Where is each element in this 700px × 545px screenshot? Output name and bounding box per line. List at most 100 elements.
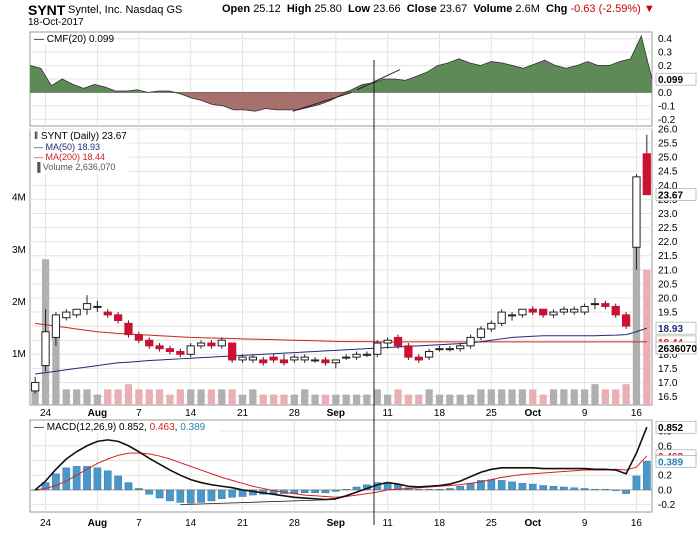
price-tick-0: 26.0 [658,125,678,136]
price-value-tag: 23.67 [658,191,683,202]
volume-label: Volume [473,3,513,15]
candle-body-27 [310,359,320,362]
volume-value-tag: 2636070 [658,344,697,355]
price-tick-18: 17.0 [658,378,678,389]
price-xlabel-12: 16 [631,408,643,419]
macd-tick-4: 0.0 [658,485,672,496]
macd-hist-bar-3 [62,467,71,491]
volume-tick-1: 3M [12,245,26,256]
low-label: Low [348,3,371,15]
macd-legend-sep: , [175,422,181,433]
macd-hist-bar-50 [549,486,558,491]
macd-frame [29,419,653,513]
price-xlabel-9: 25 [486,408,498,419]
macd-panel: 0.80.60.40.20.0-0.2— MACD(12,26,9) 0.852… [29,419,697,529]
volume-tick-0: 4M [12,193,26,204]
cmf-tick-2: 0.2 [658,61,672,72]
cmf-trendline-2 [356,69,401,91]
cmf-legend: — CMF(20) 0.099 [34,34,114,45]
volume-bar-46 [508,389,516,405]
volume-bar-24 [280,394,288,405]
cmf-value-tag-box [655,72,697,86]
volume-bar-8 [114,389,122,405]
volume-bar-39 [435,394,444,405]
volume-tick-3: 1M [12,349,26,360]
candle-body-26 [300,356,309,361]
volume-bar-13 [166,394,174,405]
ma50-value-tag-box [655,321,697,335]
candle-body-34 [383,339,392,344]
price-value-tag-box [655,188,697,201]
candle-body-55 [601,303,610,307]
price-xlabel-7: 11 [382,408,393,419]
macd-tick-1: 0.6 [658,441,672,452]
candle-body-46 [507,314,517,317]
macd-hist-bar-17 [207,489,216,502]
macd-hist-bar-48 [528,483,537,491]
macd-hist-bar-41 [456,486,465,491]
volume-bar-54 [591,384,599,405]
macd-xlabel-7: 11 [382,518,393,529]
price-xlabel-5: 28 [289,408,301,419]
candle-body-37 [414,356,423,361]
macd-xlabel-9: 25 [486,518,498,529]
macd-tick-5: -0.2 [658,500,676,511]
volume-bar-7 [104,389,112,405]
macd-hist-bar-2 [52,473,60,491]
volume-bar-18 [218,389,226,405]
candle-body-59 [642,153,651,196]
volume-bar-14 [176,389,184,405]
candle-body-0 [31,381,40,392]
cmf-positive-area [30,36,652,93]
volume-bar-11 [145,389,153,405]
candle-body-1 [41,331,50,367]
volume-bar-58 [632,181,641,405]
macd-legend-bg [31,421,221,433]
price-xlabel-3: 14 [185,408,197,419]
macd-xlabel-12: 16 [631,518,643,529]
cmf-line [29,34,653,112]
price-xlabel-6: Sep [327,408,345,419]
macd-xlabel-10: Oct [524,518,541,529]
candle-body-43 [476,328,486,338]
cmf-tick-5: -0.1 [658,101,676,112]
candle-body-2 [51,314,61,338]
price-xlabel-8: 18 [434,408,446,419]
macd-hist-bar-26 [300,489,309,494]
ma200-legend: — MA(200) 18.44 [34,152,105,162]
macd-hist-bar-57 [622,489,630,494]
macd-hist-bar-28 [321,489,330,494]
cmf-trendline-1 [292,91,352,112]
price-panel: 26.025.525.024.524.023.523.022.522.021.5… [12,125,697,420]
volume-bar-41 [456,394,464,405]
macd-hist-bar-51 [560,486,568,491]
price-tick-2: 25.0 [658,153,678,164]
volume-value: 2.6M [515,3,540,15]
macd-hist-bar-44 [487,479,496,491]
macd-hist-bar-9 [124,482,133,491]
cmf-legend-bg [31,33,107,45]
macd-trendline [180,499,336,506]
macd-hist-bar-42 [466,483,475,491]
candle-body-38 [424,350,434,358]
candle-body-22 [259,359,268,364]
macd-legend: — MACD(12,26,9) 0.852, 0.463, 0.389 [34,422,206,433]
candle-body-48 [528,308,537,313]
macd-tick-3: 0.2 [658,471,672,482]
volume-bar-3 [62,389,70,405]
volume-bar-42 [466,394,475,405]
candle-body-41 [456,345,465,350]
macd-hist-bar-7 [103,470,112,491]
volume-bar-52 [570,389,578,405]
price-xlabel-0: 24 [40,408,52,419]
price-tick-4: 24.0 [658,181,678,192]
volume-tick-2: 2M [12,297,26,308]
price-tick-17: 17.5 [658,364,678,375]
macd-hist-bar-47 [518,483,527,491]
cmf-value-tag: 0.099 [658,75,683,86]
candle-body-33 [373,342,382,355]
candle-body-40 [445,348,454,351]
macd-hist-bar-18 [217,489,226,499]
candle-body-10 [134,334,143,341]
volume-bar-57 [622,384,630,405]
